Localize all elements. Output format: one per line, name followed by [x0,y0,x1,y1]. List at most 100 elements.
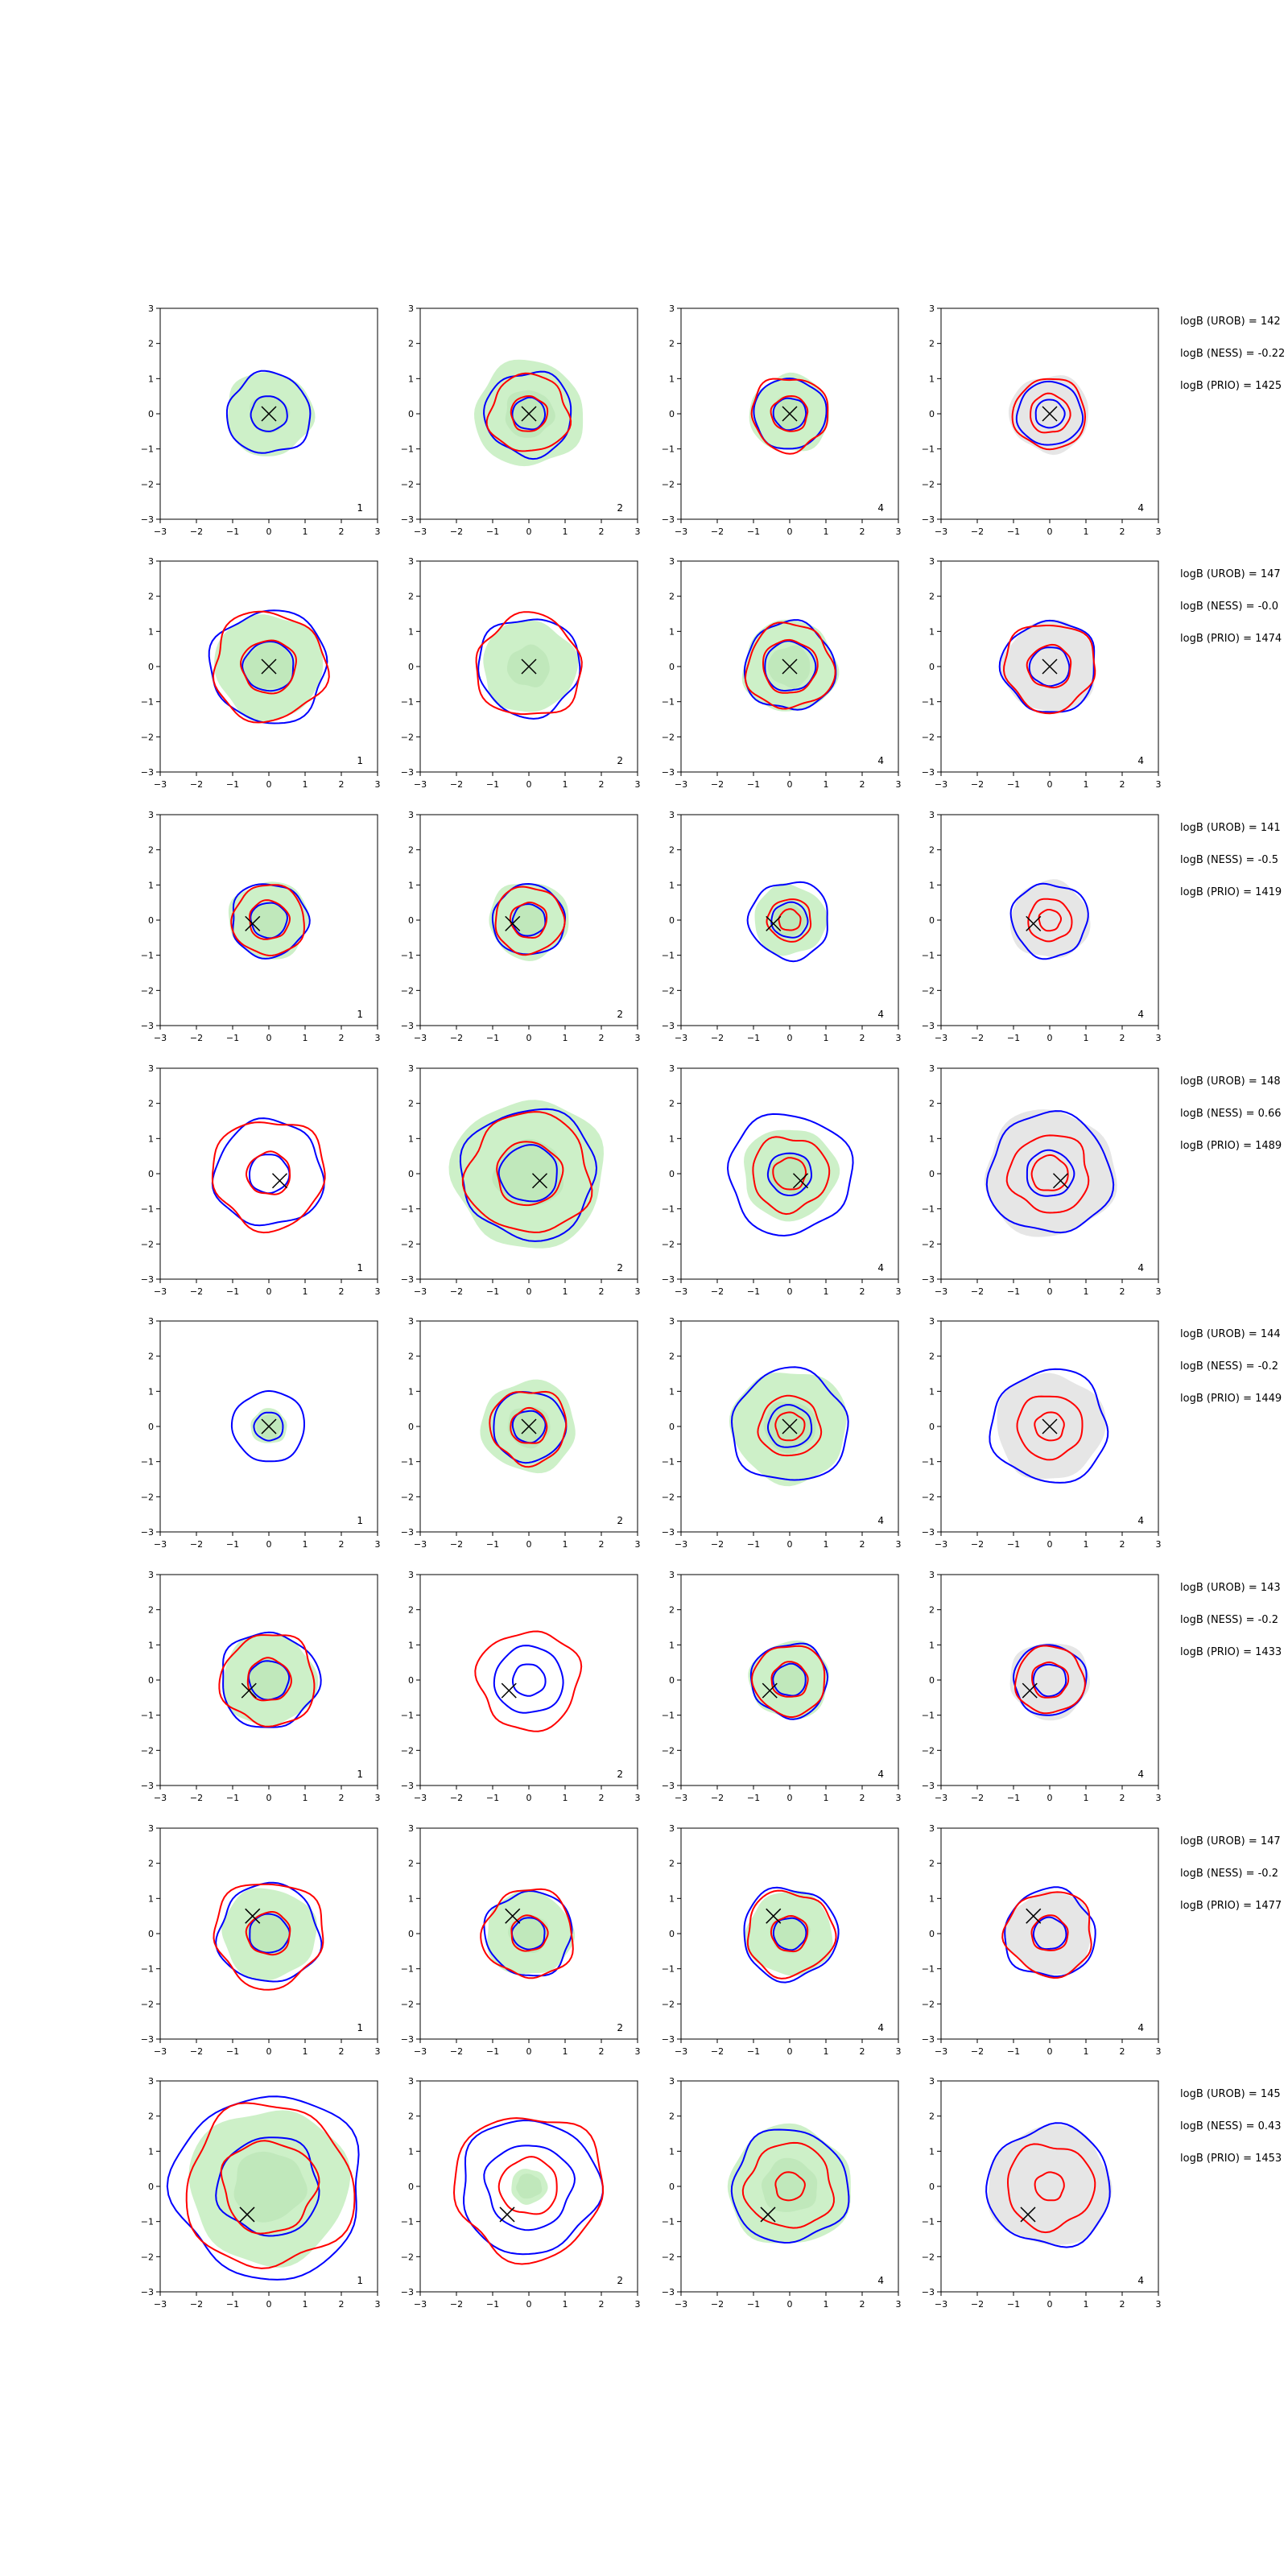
true-value-marker [505,1908,521,1924]
red-contour [489,1390,568,1468]
panel-corner-label: 4 [877,2275,884,2286]
x-tick-label: −2 [711,779,724,790]
true-value-marker [766,1908,782,1924]
y-tick-label: −3 [662,2287,675,2297]
y-tick-label: −3 [922,767,935,778]
logb-prio-label: logB (PRIO) = 1433 [1180,1646,1282,1658]
x-tick-label: 0 [526,526,532,537]
x-tick-label: 1 [303,1286,308,1297]
y-tick-label: 0 [929,915,935,926]
x-tick-label: 1 [303,1033,308,1043]
y-tick-label: −2 [662,985,675,996]
y-tick-label: −3 [662,2034,675,2045]
x-tick-label: 0 [266,2299,272,2310]
panel-corner-label: 4 [1137,2275,1144,2286]
y-tick-label: 0 [929,1675,935,1686]
panel-corner-label: 4 [877,1009,884,1020]
x-tick-label: −1 [1007,1033,1020,1043]
y-tick-label: 2 [929,1859,935,1869]
y-tick-label: 1 [148,1386,154,1397]
panel-corner-label: 1 [357,2022,363,2033]
true-value-marker [261,658,277,675]
y-tick-label: −1 [141,1711,154,1721]
panel-r7-c3: −3 −2 −1 0 1 2 3 −3 −2 −1 0 1 2 3 4 [662,1823,902,2057]
y-tick-label: −1 [401,951,414,961]
x-tick-label: 2 [599,2299,605,2310]
y-tick-label: −1 [141,1964,154,1975]
x-tick-label: −1 [486,2046,499,2057]
red-contour [762,638,819,694]
y-tick-label: 1 [408,374,414,384]
true-value-marker [499,2207,515,2223]
y-tick-label: −1 [662,444,675,455]
y-tick-label: 1 [929,880,935,890]
x-tick-label: 2 [339,779,345,790]
y-tick-label: 1 [929,1640,935,1650]
y-tick-label: 1 [929,374,935,384]
y-tick-label: −1 [662,951,675,961]
y-tick-label: −1 [662,1964,675,1975]
y-tick-label: −2 [922,2252,935,2262]
red-contour [1006,2143,1096,2234]
red-contour [230,884,305,956]
x-tick-label: 0 [526,779,532,790]
red-contour [496,1141,564,1207]
x-tick-label: −2 [450,526,463,537]
x-tick-label: 1 [1084,2299,1089,2310]
density-fill [988,2124,1113,2245]
y-tick-label: −1 [922,1964,935,1975]
y-tick-label: 1 [669,880,675,890]
y-tick-label: −3 [662,514,675,525]
x-tick-label: −3 [935,2046,947,2057]
x-tick-label: 2 [599,1033,605,1043]
logb-urob-label: logB (UROB) = 142 [1180,316,1281,328]
x-tick-label: 0 [526,1033,532,1043]
x-tick-label: −2 [450,1286,463,1297]
panel-corner-label: 2 [617,1769,623,1780]
x-tick-label: −3 [675,2046,687,2057]
red-contour [752,1136,831,1216]
panel-r3-c1: −3 −2 −1 0 1 2 3 −3 −2 −1 0 1 2 3 1 [141,810,381,1043]
y-tick-label: 3 [148,1063,154,1074]
y-tick-label: 0 [669,2182,675,2192]
y-tick-label: −3 [401,2287,414,2297]
y-tick-label: 1 [669,1640,675,1650]
blue-contour [1032,1916,1067,1951]
x-tick-label: 0 [526,1286,532,1297]
blue-contour [253,1411,284,1442]
y-tick-label: 1 [669,2146,675,2157]
y-tick-label: 0 [408,1929,414,1939]
y-tick-label: 1 [929,626,935,637]
x-tick-label: 0 [787,2299,793,2310]
x-tick-label: 0 [787,1793,793,1803]
x-tick-label: 3 [375,2046,381,2057]
red-contour [485,372,572,452]
y-tick-label: −2 [141,1239,154,1249]
x-tick-label: −3 [675,1286,687,1297]
row-annotation-r2: logB (UROB) = 147 logB (NESS) = -0.0 logB … [1180,568,1282,645]
true-value-marker [782,658,798,675]
panel-r6-c3: −3 −2 −1 0 1 2 3 −3 −2 −1 0 1 2 3 4 [662,1570,902,1803]
panel-r8-c3: −3 −2 −1 0 1 2 3 −3 −2 −1 0 1 2 3 4 [662,2076,902,2310]
blue-contour [483,1889,573,1977]
x-tick-label: 2 [1120,526,1125,537]
density-fill-core [492,1138,564,1206]
red-contour [770,1661,809,1698]
x-tick-label: 1 [1084,1286,1089,1297]
row-annotation-r1: logB (UROB) = 142 logB (NESS) = -0.22 logB… [1180,316,1285,392]
y-tick-label: 0 [929,1422,935,1432]
true-value-marker [1042,1418,1058,1435]
y-tick-label: −3 [401,1781,414,1791]
panel-r5-c3: −3 −2 −1 0 1 2 3 −3 −2 −1 0 1 2 3 4 [662,1316,902,1550]
red-contour [480,1888,574,1979]
x-tick-label: 1 [824,1793,829,1803]
x-tick-label: 0 [787,526,793,537]
blue-contour [242,641,295,692]
blue-contour [250,395,288,432]
panel-r2-c1: −3 −2 −1 0 1 2 3 −3 −2 −1 0 1 2 3 1 [141,556,381,790]
y-tick-label: 1 [408,2146,414,2157]
logb-ness-label: logB (NESS) = -0.5 [1180,854,1278,866]
y-tick-label: 3 [929,1063,935,1074]
true-value-marker [245,1908,261,1924]
red-contour [778,908,802,931]
